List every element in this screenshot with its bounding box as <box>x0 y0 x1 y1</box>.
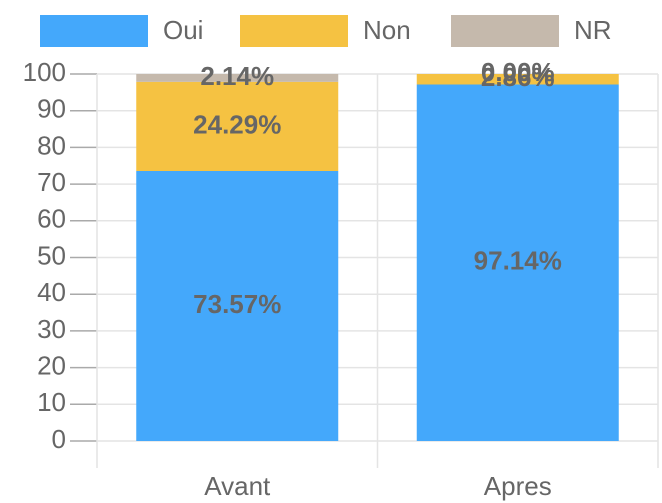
y-tick-label: 70 <box>37 167 66 197</box>
y-tick-label: 60 <box>37 204 66 234</box>
y-tick-label: 10 <box>37 387 66 417</box>
x-tick-label: Apres <box>484 471 552 501</box>
y-tick-label: 50 <box>37 240 66 270</box>
bar-segment <box>416 84 619 441</box>
y-tick-label: 0 <box>52 424 66 454</box>
legend-swatch <box>240 15 348 47</box>
legend-label: NR <box>574 15 612 45</box>
y-tick-label: 30 <box>37 314 66 344</box>
y-tick-label: 100 <box>23 57 66 87</box>
legend-label: Non <box>363 15 411 45</box>
x-tick-label: Avant <box>204 471 271 501</box>
value-label: 97.14% <box>474 246 562 276</box>
legend-label: Oui <box>163 15 203 45</box>
value-label: 24.29% <box>193 109 281 139</box>
value-label: 2.14% <box>200 61 274 91</box>
bar-segment <box>416 74 619 85</box>
bar-segment <box>136 74 339 82</box>
y-tick-label: 90 <box>37 94 66 124</box>
y-tick-label: 20 <box>37 350 66 380</box>
value-label: 2.86% <box>481 62 555 92</box>
bar-segment <box>136 81 339 171</box>
y-tick-label: 40 <box>37 277 66 307</box>
value-label: 73.57% <box>193 289 281 319</box>
legend-swatch <box>451 15 559 47</box>
legend-swatch <box>40 15 148 47</box>
bar-segment <box>136 170 339 441</box>
value-label: 0.00% <box>481 57 555 87</box>
y-tick-label: 80 <box>37 130 66 160</box>
